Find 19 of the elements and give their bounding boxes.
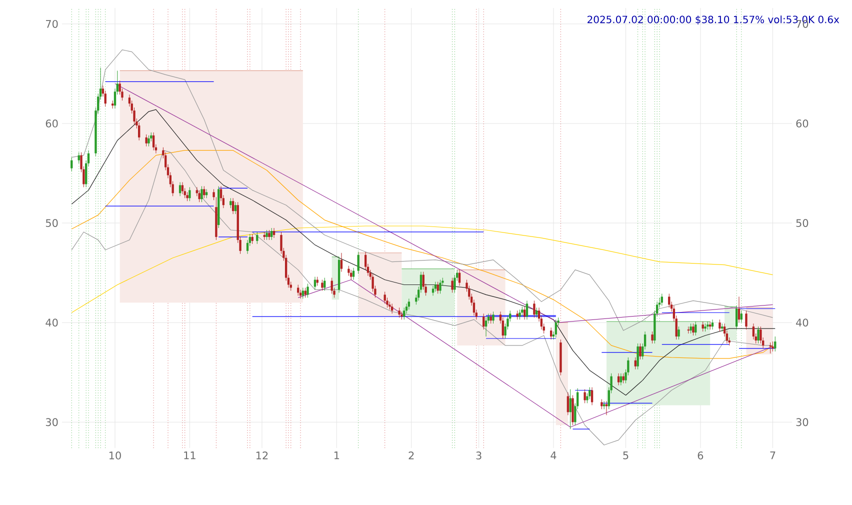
x-tick-label: 2 [408,452,414,460]
y2-tick-label: 30 [796,418,808,426]
x-tick-label: 12 [256,452,268,460]
y2-tick-label: 40 [796,318,808,327]
x-tick-label: 3 [476,452,482,460]
x-tick-label: 10 [109,452,121,460]
y2-tick-label: 50 [796,219,808,227]
x-tick-label: 5 [623,452,628,460]
y-tick-label: 70 [46,20,58,28]
y2-tick-label: 60 [796,120,808,128]
y-tick-label: 40 [46,318,58,327]
x-tick-label: 6 [698,452,704,460]
x-tick-label: 1 [334,452,340,460]
x-tick-label: 4 [550,452,556,460]
y-tick-label: 30 [46,418,58,426]
x-tick-label: 11 [184,452,196,460]
y-tick-label: 50 [46,219,58,227]
x-tick-label: 7 [770,452,776,460]
y-tick-label: 60 [46,120,58,128]
